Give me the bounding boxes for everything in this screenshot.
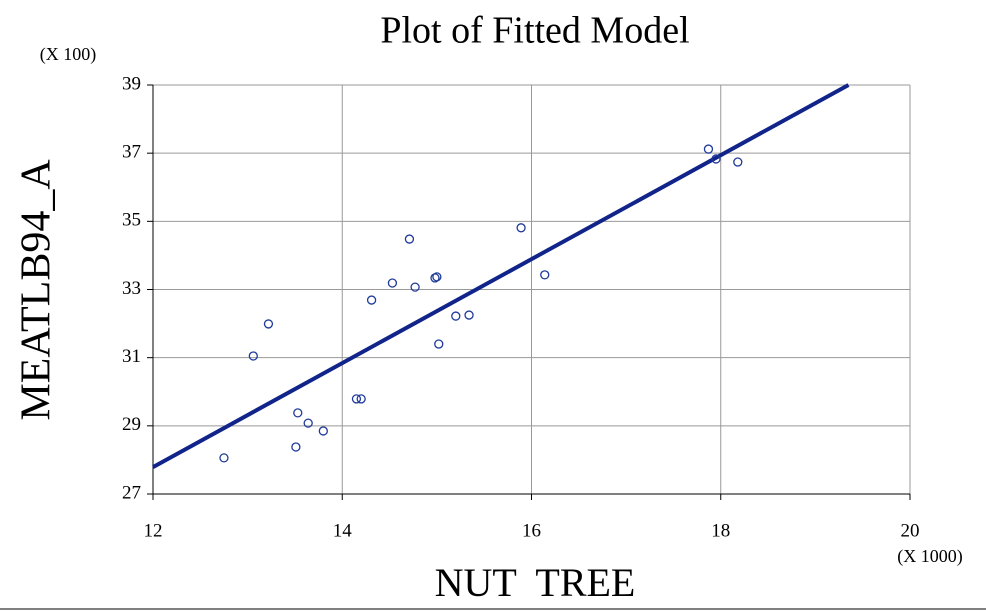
y-tick-label: 35 — [122, 210, 141, 231]
data-point — [318, 426, 328, 436]
data-point — [356, 394, 366, 404]
data-point — [434, 339, 444, 349]
y-tick-label: 31 — [122, 346, 141, 367]
y-multiplier: (X 100) — [40, 44, 97, 65]
data-point — [703, 144, 714, 154]
data-point — [351, 394, 362, 404]
y-axis-label: MEATLB94_A — [14, 159, 60, 421]
data-point — [219, 453, 229, 463]
data-point — [263, 319, 274, 329]
y-tick-label: 27 — [122, 482, 141, 503]
x-tick-label: 14 — [333, 520, 353, 541]
x-tick-label: 20 — [901, 520, 920, 541]
data-point — [540, 270, 550, 280]
data-point — [410, 282, 420, 292]
x-axis-label: NUT TREE — [435, 560, 636, 605]
x-tick-label: 12 — [144, 520, 163, 541]
data-point — [248, 351, 258, 361]
data-point — [451, 311, 461, 321]
x-tick-label: 16 — [522, 520, 541, 541]
data-point — [432, 272, 442, 282]
data-point — [293, 408, 303, 418]
fit-line — [152, 83, 850, 469]
data-point — [404, 234, 415, 244]
y-tick-label: 29 — [122, 414, 141, 435]
y-tick-label: 39 — [122, 73, 141, 94]
data-point — [516, 223, 526, 233]
data-point — [387, 278, 398, 288]
data-point — [733, 157, 743, 167]
data-point — [464, 310, 474, 320]
chart-title: Plot of Fitted Model — [380, 10, 689, 52]
data-point — [291, 442, 301, 452]
y-tick-label: 37 — [122, 142, 141, 163]
data-point — [711, 154, 721, 164]
data-point — [366, 295, 377, 305]
x-multiplier: (X 1000) — [897, 546, 963, 567]
data-point — [303, 418, 313, 428]
x-tick-label: 18 — [711, 520, 730, 541]
y-tick-label: 33 — [122, 278, 141, 299]
